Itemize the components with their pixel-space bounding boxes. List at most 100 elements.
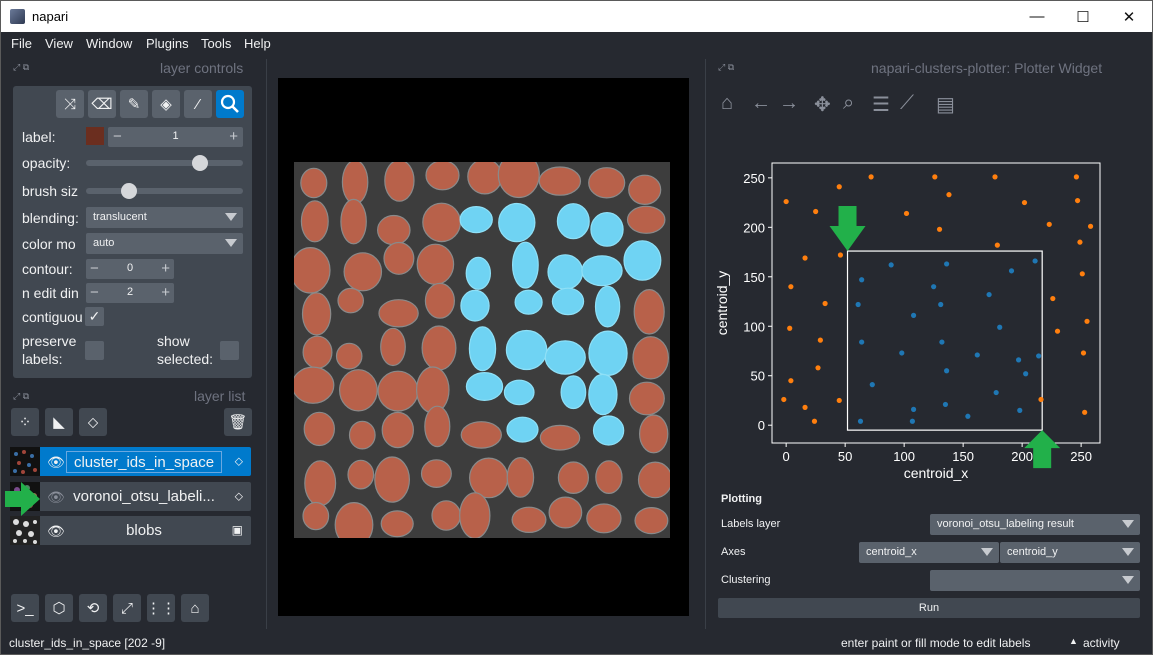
- paint-brush-icon[interactable]: ✎: [120, 90, 148, 118]
- dock-float-icon[interactable]: ⤢ ⧉: [13, 391, 30, 401]
- home-icon[interactable]: ⌂: [181, 594, 209, 622]
- blob-label: [459, 492, 491, 538]
- decrement-icon[interactable]: −: [113, 128, 122, 145]
- home-icon[interactable]: ⌂: [721, 92, 734, 114]
- plot-frame: [771, 162, 1101, 444]
- data-point: [817, 337, 823, 343]
- show-selected-checkbox[interactable]: [220, 341, 239, 360]
- blob-label: [633, 289, 665, 335]
- opacity-slider[interactable]: [86, 155, 243, 171]
- decrement-icon[interactable]: −: [90, 260, 99, 277]
- edit-axis-icon[interactable]: ⟋: [900, 92, 914, 114]
- data-point: [1015, 357, 1022, 363]
- label-spinbox[interactable]: − 1 +: [108, 127, 243, 147]
- labels-layer-dropdown[interactable]: voronoi_otsu_labeling result: [930, 514, 1140, 535]
- data-point: [868, 174, 874, 180]
- menu-plugins[interactable]: Plugins: [146, 36, 189, 51]
- layer-row-blobs[interactable]: 👁 blobs ▣: [10, 516, 251, 545]
- eye-hidden-icon[interactable]: 👁: [47, 489, 65, 505]
- viewer-canvas[interactable]: [278, 78, 689, 616]
- menu-file[interactable]: File: [11, 36, 32, 51]
- eye-icon[interactable]: 👁: [47, 454, 65, 470]
- transpose-dims-icon[interactable]: ⤢: [113, 594, 141, 622]
- save-figure-icon[interactable]: ▤: [936, 94, 955, 116]
- blob-label: [626, 205, 666, 234]
- menu-window[interactable]: Window: [86, 36, 133, 51]
- delete-layer-icon[interactable]: 🗑: [224, 408, 252, 436]
- roll-dims-icon[interactable]: ⟲: [79, 594, 107, 622]
- data-point: [992, 174, 998, 180]
- increment-icon[interactable]: +: [161, 260, 170, 277]
- color-mode-label: color mo: [22, 236, 76, 252]
- layer-name[interactable]: voronoi_otsu_labeli...: [73, 488, 215, 505]
- layer-name[interactable]: blobs: [126, 522, 162, 539]
- menu-tools[interactable]: Tools: [201, 36, 232, 51]
- fill-bucket-icon[interactable]: ◈: [152, 90, 180, 118]
- splitter-right[interactable]: [705, 59, 706, 629]
- label-value: 1: [172, 130, 179, 142]
- shuffle-colors-icon[interactable]: ⤨: [56, 90, 84, 118]
- zoom-icon[interactable]: ⌕: [843, 92, 855, 114]
- new-points-layer-icon[interactable]: ⁘: [11, 408, 39, 436]
- data-point: [1050, 295, 1056, 302]
- blob-label: [498, 202, 536, 243]
- layer-name[interactable]: cluster_ids_in_space: [66, 451, 222, 473]
- increment-icon[interactable]: +: [229, 128, 238, 145]
- opacity-slider-handle[interactable]: [191, 155, 208, 171]
- layer-row-cluster-ids[interactable]: 👁 cluster_ids_in_space ⬦: [10, 447, 251, 476]
- splitter-left[interactable]: [266, 59, 267, 629]
- new-shapes-layer-icon[interactable]: ◣: [45, 408, 73, 436]
- activity-button[interactable]: activity: [1083, 636, 1120, 650]
- scatter-plot[interactable]: 0 50 100 150 200 250 0 50 100 150 200 250 centroid_x…: [714, 151, 1144, 496]
- dock-float-icon[interactable]: ⤢ ⧉: [13, 62, 30, 72]
- color-mode-dropdown[interactable]: auto: [86, 233, 243, 254]
- eye-icon[interactable]: 👁: [47, 523, 65, 539]
- blob-label: [623, 240, 662, 281]
- window-title: napari: [32, 9, 69, 24]
- data-point: [788, 284, 794, 290]
- pan-zoom-icon[interactable]: [216, 90, 244, 118]
- layer-row-voronoi[interactable]: 👁 voronoi_otsu_labeli... ⬦: [10, 482, 251, 511]
- brush-size-slider[interactable]: [86, 183, 243, 199]
- color-picker-icon[interactable]: ⁄: [184, 90, 212, 118]
- layer-thumbnail: [10, 447, 40, 476]
- close-button[interactable]: ✕: [1122, 8, 1136, 26]
- data-point: [822, 300, 828, 307]
- back-arrow-icon[interactable]: ←: [751, 92, 771, 114]
- pan-icon[interactable]: ✥: [814, 94, 831, 116]
- axes-y-dropdown[interactable]: centroid_y: [1000, 542, 1140, 563]
- contour-spinbox[interactable]: − 0 +: [86, 259, 174, 279]
- chevron-up-icon[interactable]: ▲: [1069, 636, 1078, 646]
- grid-view-icon[interactable]: ⋮⋮: [146, 594, 176, 622]
- configure-subplots-icon[interactable]: ☰: [872, 94, 890, 116]
- run-button[interactable]: Run: [718, 598, 1140, 618]
- dock-float-icon[interactable]: ⤢ ⧉: [718, 62, 735, 72]
- preserve-labels-checkbox[interactable]: [85, 341, 104, 360]
- eraser-icon[interactable]: ⌫: [88, 90, 116, 118]
- new-labels-layer-icon[interactable]: ⬦: [79, 408, 107, 436]
- brush-size-slider-handle[interactable]: [121, 183, 138, 199]
- decrement-icon[interactable]: −: [90, 284, 99, 301]
- clustering-dropdown[interactable]: [930, 570, 1140, 591]
- menu-view[interactable]: View: [45, 36, 73, 51]
- contiguous-checkbox[interactable]: ✓: [85, 307, 104, 326]
- increment-icon[interactable]: +: [161, 284, 170, 301]
- axes-x-dropdown[interactable]: centroid_x: [859, 542, 999, 563]
- n-edit-dim-value: 2: [126, 286, 134, 298]
- data-point: [859, 339, 865, 345]
- blending-dropdown[interactable]: translucent: [86, 207, 243, 228]
- data-point: [1038, 396, 1044, 403]
- blob-label: [506, 457, 535, 498]
- blob-label: [431, 500, 461, 531]
- console-icon[interactable]: >_: [11, 594, 39, 622]
- ndisplay-3d-icon[interactable]: ⬡: [45, 594, 73, 622]
- n-edit-dim-spinbox[interactable]: − 2 +: [86, 283, 174, 303]
- label-color-swatch[interactable]: [86, 127, 104, 145]
- maximize-button[interactable]: ☐: [1076, 8, 1090, 26]
- blob-label: [592, 415, 625, 446]
- minimize-button[interactable]: —: [1029, 8, 1045, 25]
- blob-label: [422, 202, 462, 243]
- forward-arrow-icon[interactable]: →: [779, 92, 799, 114]
- menu-help[interactable]: Help: [244, 36, 271, 51]
- data-point: [997, 324, 1003, 330]
